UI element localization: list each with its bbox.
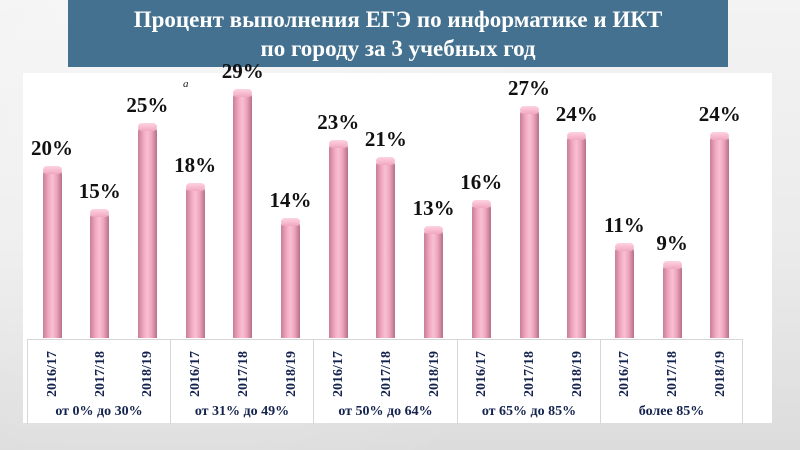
bar bbox=[471, 200, 491, 338]
bar bbox=[567, 131, 587, 338]
category-label: более 85% bbox=[638, 404, 705, 419]
category-label: от 0% до 30% bbox=[55, 404, 143, 419]
bar bbox=[614, 243, 634, 338]
year-tick-label: 2016/17 bbox=[45, 351, 61, 397]
bar-value-label: 20% bbox=[31, 136, 73, 160]
bar-value-label: 24% bbox=[698, 101, 741, 126]
bar bbox=[424, 226, 444, 338]
stray-mark: a bbox=[183, 78, 189, 90]
bar-value-label: 11% bbox=[603, 213, 645, 238]
year-tick-label: 2018/19 bbox=[712, 351, 728, 397]
year-tick-label: 2017/18 bbox=[92, 351, 108, 397]
year-tick-label: 2018/19 bbox=[283, 351, 299, 397]
year-tick-label: 2018/19 bbox=[426, 351, 442, 397]
year-tick-label: 2017/18 bbox=[522, 351, 538, 397]
year-tick-label: 2018/19 bbox=[140, 351, 156, 397]
year-tick-label: 2017/18 bbox=[378, 351, 394, 397]
bar bbox=[42, 166, 62, 338]
bar-value-label: 18% bbox=[174, 153, 217, 178]
year-tick-label: 2017/18 bbox=[665, 351, 681, 397]
category-group: 2016/17 2017/18 2018/19 от 50% до 64% bbox=[313, 340, 457, 424]
bar bbox=[233, 88, 253, 338]
bar-value-label: 14% bbox=[269, 187, 312, 212]
bar bbox=[137, 123, 157, 338]
bar bbox=[519, 105, 539, 338]
category-group: 2016/17 2017/18 2018/19 от 0% до 30% bbox=[27, 340, 170, 424]
bar bbox=[90, 209, 110, 338]
year-tick-label: 2016/17 bbox=[331, 351, 347, 397]
category-group: 2016/17 2017/18 2018/19 от 31% до 49% bbox=[170, 340, 313, 424]
bar bbox=[376, 157, 396, 338]
bar bbox=[662, 260, 682, 338]
bar-value-label: 24% bbox=[555, 101, 598, 126]
bar bbox=[281, 217, 300, 338]
bar-value-label: 29% bbox=[221, 58, 264, 83]
bar-value-label: 16% bbox=[460, 170, 503, 195]
year-tick-label: 2016/17 bbox=[188, 351, 204, 397]
bar-value-label: 27% bbox=[508, 75, 550, 100]
category-axis-table: 2016/17 2017/18 2018/19 от 0% до 30% 2016/17… bbox=[27, 339, 743, 424]
category-group: 2016/17 2017/18 2018/19 от 65% до 85% bbox=[457, 340, 600, 424]
bar-value-label: 13% bbox=[412, 196, 455, 221]
bar-value-label: 15% bbox=[78, 179, 121, 203]
bar bbox=[710, 131, 730, 338]
bar bbox=[185, 183, 205, 338]
title-line-2: по городу за 3 учебных год bbox=[260, 36, 536, 61]
chart-title: Процент выполнения ЕГЭ по информатике и … bbox=[68, 0, 728, 67]
title-line-1: Процент выполнения ЕГЭ по информатике и … bbox=[133, 7, 663, 32]
year-tick-label: 2016/17 bbox=[617, 351, 633, 397]
bar-value-label: 9% bbox=[656, 230, 688, 255]
bar-value-label: 23% bbox=[317, 110, 360, 135]
category-label: от 65% до 85% bbox=[481, 404, 577, 419]
category-label: от 50% до 64% bbox=[338, 404, 433, 419]
year-tick-label: 2016/17 bbox=[474, 351, 490, 397]
bar-value-label: 25% bbox=[126, 93, 169, 117]
year-tick-label: 2017/18 bbox=[235, 351, 251, 397]
category-label: от 31% до 49% bbox=[194, 404, 290, 419]
year-tick-label: 2018/19 bbox=[569, 351, 585, 397]
bar bbox=[328, 140, 348, 338]
category-group: 2016/17 2017/18 2018/19 более 85% bbox=[600, 340, 743, 424]
bar-value-label: 21% bbox=[364, 127, 407, 152]
